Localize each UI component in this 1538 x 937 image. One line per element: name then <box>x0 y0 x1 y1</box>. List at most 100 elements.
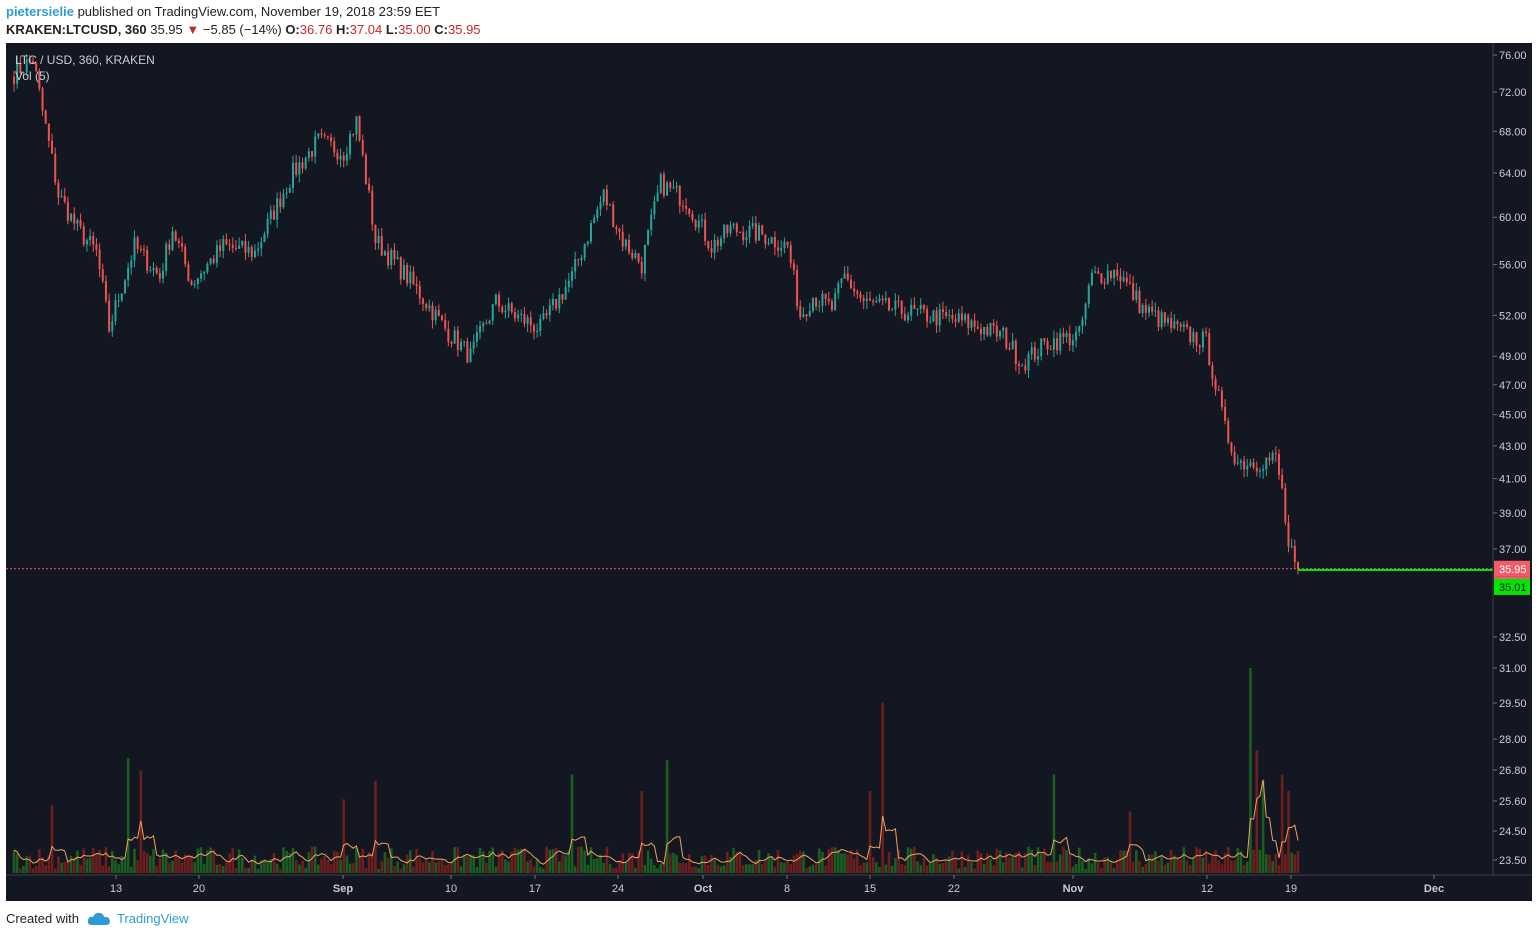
candle <box>1068 325 1071 352</box>
ohlc-line: KRAKEN:LTCUSD, 360 35.95 ▼ −5.85 (−14%) … <box>6 22 481 37</box>
candle <box>158 267 161 284</box>
candle <box>599 195 602 216</box>
candle <box>637 253 640 264</box>
volume-bar <box>269 858 273 873</box>
tradingview-logo-icon[interactable] <box>87 912 111 929</box>
candle <box>729 221 732 237</box>
volume-bar <box>123 856 127 873</box>
price-tick: 28.00 <box>1493 734 1527 746</box>
candle <box>200 270 203 283</box>
price-tick: 76.00 <box>1493 50 1527 62</box>
candle <box>377 228 380 250</box>
price-tick-label: 43.00 <box>1499 441 1527 453</box>
volume-bar <box>190 855 193 873</box>
candle <box>938 303 941 333</box>
candle <box>891 307 894 311</box>
candle <box>998 330 1001 341</box>
candle <box>380 228 383 257</box>
volume-bar <box>412 866 415 873</box>
volume-bar <box>370 853 374 873</box>
volume-bar <box>580 846 583 873</box>
candles <box>13 54 1299 575</box>
volume-bar <box>1055 861 1059 873</box>
candle <box>1059 328 1062 355</box>
candle <box>1141 303 1144 318</box>
volume-bar <box>653 865 656 873</box>
candle <box>1217 385 1220 391</box>
candle <box>1037 348 1040 366</box>
volume-bar <box>253 855 257 873</box>
candle <box>827 291 830 305</box>
candle <box>1056 332 1059 355</box>
volume-bar <box>586 864 590 873</box>
candle <box>1005 326 1008 350</box>
volume-bar <box>76 850 79 873</box>
volume-bar <box>760 864 764 873</box>
price-tick-label: 35.01 <box>1499 582 1527 594</box>
volume-bar <box>418 858 422 873</box>
time-axis[interactable]: 13 20 Sep 10 17 24 Oct 8 15 22 Nov 12 19 Dec <box>110 875 1444 895</box>
volume-bar <box>1169 849 1173 873</box>
candle <box>253 244 256 259</box>
candle <box>498 291 501 313</box>
volume-bar <box>554 848 558 873</box>
candle <box>1182 321 1185 333</box>
candle <box>1243 455 1246 478</box>
publisher-name[interactable]: pietersielie <box>6 4 74 19</box>
price-chart[interactable]: 76.00 72.00 68.00 64.00 60.00 56.00 52.00 49.00… <box>6 43 1532 901</box>
candle <box>1040 338 1043 361</box>
candle <box>605 184 608 211</box>
volume-bar <box>82 848 86 873</box>
volume-bar <box>288 852 292 873</box>
volume-bar <box>871 857 875 873</box>
candle <box>545 309 548 320</box>
volume-bar <box>1144 863 1148 873</box>
volume-bar <box>459 866 463 873</box>
volume-bar <box>630 852 634 873</box>
candle <box>713 233 716 260</box>
volume-bar <box>209 847 212 873</box>
volume-bar <box>393 865 396 873</box>
volume-bar <box>1068 854 1072 873</box>
candle <box>1297 561 1299 575</box>
volume-bar <box>120 856 124 873</box>
volume-bar <box>1223 852 1227 873</box>
volume-bar <box>1087 857 1091 873</box>
volume-bar <box>240 857 244 873</box>
price-axis[interactable]: 76.00 72.00 68.00 64.00 60.00 56.00 52.00 49.00… <box>1493 50 1531 867</box>
price-tick: 49.00 <box>1493 351 1527 363</box>
candle <box>761 224 764 236</box>
volume-bar <box>1207 863 1211 873</box>
candle <box>561 293 564 305</box>
volume-bar <box>1119 850 1122 873</box>
price-tick: 35.01 <box>1494 578 1530 595</box>
candle <box>76 218 79 231</box>
candle <box>196 277 199 290</box>
volume-bar <box>1192 857 1195 873</box>
volume-bar <box>408 850 412 873</box>
candle <box>897 295 900 308</box>
candle <box>888 297 891 312</box>
price-tick-label: 52.00 <box>1499 310 1527 322</box>
candle <box>621 224 624 252</box>
candle <box>1271 450 1274 464</box>
volume-bar <box>1150 854 1154 873</box>
price-tick-label: 37.00 <box>1499 544 1527 556</box>
candle <box>361 134 364 157</box>
tradingview-link[interactable]: TradingView <box>116 911 189 926</box>
volume-bar <box>294 860 298 873</box>
volume-bar <box>900 863 904 873</box>
price-tick: 56.00 <box>1493 260 1527 272</box>
volume-bar <box>1017 851 1021 873</box>
candle <box>916 307 919 317</box>
volume-bar <box>611 868 615 873</box>
volume-bar <box>428 862 431 873</box>
volume-bar <box>741 865 745 873</box>
candle <box>1205 327 1208 337</box>
volume-bar <box>681 862 685 873</box>
price-tick: 39.00 <box>1493 508 1527 520</box>
candle <box>402 258 405 281</box>
volume-bar <box>951 850 954 873</box>
volume-bar <box>1287 791 1290 873</box>
candle <box>846 266 849 282</box>
